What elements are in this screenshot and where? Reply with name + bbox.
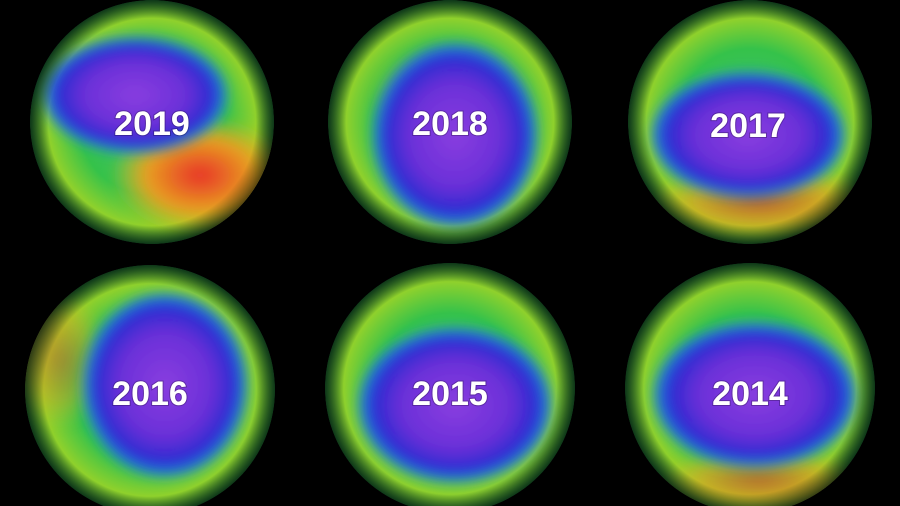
- year-label: 2018: [412, 105, 488, 143]
- globe-2019: [30, 0, 274, 244]
- globe-2017: [628, 0, 872, 244]
- globe-2018: [328, 0, 572, 244]
- globe-2015: [325, 263, 575, 506]
- year-label: 2019: [114, 105, 190, 143]
- year-label: 2014: [712, 375, 788, 413]
- year-label: 2016: [112, 375, 188, 413]
- year-label: 2017: [710, 107, 786, 145]
- globe-2016: [25, 265, 275, 506]
- globe-2014: [625, 263, 875, 506]
- year-label: 2015: [412, 375, 488, 413]
